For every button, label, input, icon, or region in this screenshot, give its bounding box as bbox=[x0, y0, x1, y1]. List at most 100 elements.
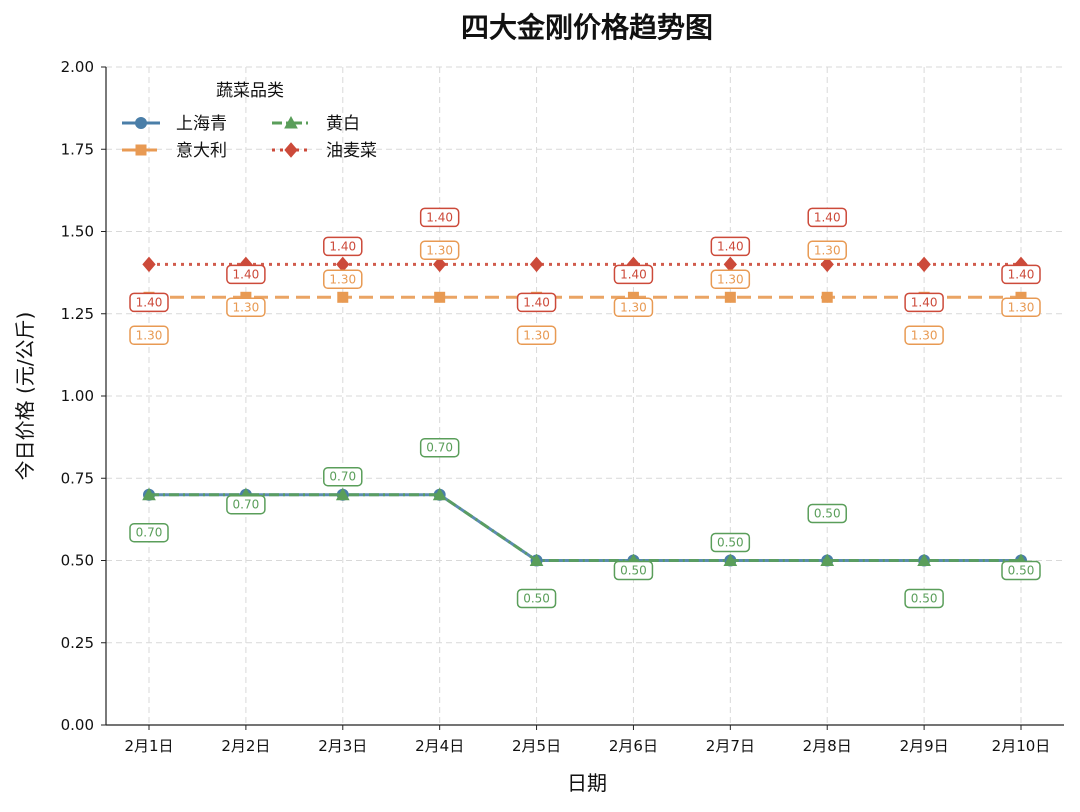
x-tick-label: 2月4日 bbox=[415, 737, 464, 755]
data-point bbox=[917, 553, 931, 566]
series-line bbox=[149, 493, 1021, 562]
legend-marker bbox=[135, 144, 147, 156]
x-tick-label: 2月9日 bbox=[900, 737, 949, 755]
data-label-text: 1.40 bbox=[426, 210, 453, 224]
data-label: 1.30 bbox=[613, 297, 654, 318]
data-label: 0.70 bbox=[323, 466, 363, 487]
data-label-text: 1.40 bbox=[911, 295, 938, 309]
legend-item: 意大利 bbox=[122, 141, 227, 161]
data-point bbox=[432, 487, 447, 501]
series-3 bbox=[142, 256, 1028, 273]
data-label-text: 1.30 bbox=[523, 328, 550, 342]
x-tick-label: 2月2日 bbox=[221, 737, 270, 755]
y-tick-label: 1.25 bbox=[61, 305, 94, 323]
data-label: 0.50 bbox=[807, 503, 847, 524]
data-point bbox=[820, 256, 834, 273]
data-label-text: 1.40 bbox=[717, 239, 744, 253]
legend-item: 黄白 bbox=[272, 114, 360, 134]
data-label-text: 1.30 bbox=[1008, 300, 1035, 314]
data-label-text: 1.30 bbox=[426, 243, 453, 257]
data-label: 1.40 bbox=[226, 264, 266, 285]
data-label-text: 1.30 bbox=[814, 243, 841, 257]
legend-title: 蔬菜品类 bbox=[216, 81, 284, 101]
data-label: 0.50 bbox=[613, 560, 654, 581]
data-label-text: 1.30 bbox=[329, 272, 356, 286]
data-label: 0.50 bbox=[1001, 560, 1041, 581]
legend-label: 油麦菜 bbox=[326, 141, 377, 161]
y-tick-label: 1.75 bbox=[61, 140, 94, 158]
x-tick-label: 2月10日 bbox=[992, 737, 1051, 755]
data-label-text: 1.40 bbox=[136, 295, 163, 309]
legend-item: 上海青 bbox=[122, 114, 227, 134]
data-point bbox=[529, 553, 544, 566]
data-label-text: 0.70 bbox=[136, 526, 163, 540]
data-label: 1.40 bbox=[904, 292, 944, 313]
data-label-text: 1.30 bbox=[911, 328, 938, 342]
x-tick-label: 2月8日 bbox=[803, 737, 852, 755]
data-point bbox=[723, 553, 738, 566]
chart-title: 四大金刚价格趋势图 bbox=[461, 11, 713, 44]
y-tick-label: 1.50 bbox=[61, 223, 94, 241]
x-tick-label: 2月1日 bbox=[124, 737, 173, 755]
data-label: 1.30 bbox=[904, 325, 944, 346]
data-label-text: 0.50 bbox=[814, 507, 841, 521]
data-label-text: 1.40 bbox=[1008, 267, 1035, 281]
x-axis-label: 日期 bbox=[567, 771, 607, 795]
axes: 0.00 0.25 0.50 0.75 1.00 1.25 1.50 1.75 2.00 2月1日… bbox=[61, 58, 1064, 755]
series-0 bbox=[143, 488, 1027, 567]
grid bbox=[106, 66, 1064, 726]
legend-marker bbox=[284, 115, 298, 129]
x-tick-label: 2月3日 bbox=[318, 737, 367, 755]
data-label: 0.50 bbox=[516, 588, 557, 609]
data-label: 1.40 bbox=[516, 292, 557, 313]
series-group bbox=[142, 256, 1028, 567]
data-point bbox=[724, 291, 736, 303]
data-label: 1.40 bbox=[323, 236, 363, 257]
series-2 bbox=[142, 487, 1028, 566]
data-point bbox=[723, 256, 737, 273]
data-label-text: 1.30 bbox=[717, 272, 744, 286]
data-point bbox=[335, 487, 350, 501]
data-label: 1.40 bbox=[710, 236, 751, 257]
data-point bbox=[917, 256, 931, 273]
data-point bbox=[142, 487, 156, 501]
data-label-text: 0.50 bbox=[523, 592, 550, 606]
data-label-text: 0.50 bbox=[1008, 564, 1035, 578]
data-label: 1.40 bbox=[807, 207, 847, 228]
data-label: 0.50 bbox=[710, 532, 751, 553]
data-label-text: 0.70 bbox=[233, 498, 260, 512]
series-line bbox=[149, 493, 1021, 562]
data-point bbox=[821, 291, 833, 303]
data-point bbox=[337, 291, 349, 303]
y-tick-label: 0.75 bbox=[61, 469, 94, 487]
data-label-text: 1.30 bbox=[233, 300, 260, 314]
data-label: 0.70 bbox=[129, 522, 169, 543]
data-label: 1.40 bbox=[613, 264, 654, 285]
data-label: 1.30 bbox=[226, 297, 266, 318]
data-label-text: 0.70 bbox=[329, 470, 356, 484]
y-axis-label: 今日价格 (元/公斤) bbox=[13, 312, 37, 481]
data-label: 1.30 bbox=[129, 325, 169, 346]
data-label: 0.70 bbox=[419, 437, 460, 458]
legend-marker bbox=[135, 117, 147, 129]
y-tick-label: 0.00 bbox=[61, 716, 94, 734]
data-label-text: 0.50 bbox=[717, 536, 744, 550]
data-label-text: 1.40 bbox=[814, 210, 841, 224]
data-label-text: 0.70 bbox=[426, 441, 453, 455]
data-label-text: 1.40 bbox=[620, 267, 647, 281]
y-tick-label: 0.50 bbox=[61, 552, 94, 570]
y-tick-label: 0.25 bbox=[61, 634, 94, 652]
data-label: 0.50 bbox=[904, 588, 944, 609]
data-labels: 1.30 1.30 1.30 1.30 1.30 1.30 1.30 1.30 1.30 1.30… bbox=[129, 207, 1041, 609]
data-point bbox=[142, 256, 156, 273]
data-point bbox=[336, 256, 350, 273]
data-point bbox=[434, 291, 446, 303]
data-label: 1.30 bbox=[1001, 297, 1041, 318]
legend-label: 黄白 bbox=[326, 114, 360, 134]
y-tick-label: 1.00 bbox=[61, 387, 94, 405]
data-label-text: 1.40 bbox=[329, 239, 356, 253]
data-label: 1.30 bbox=[323, 269, 363, 290]
data-label-text: 0.50 bbox=[911, 592, 938, 606]
